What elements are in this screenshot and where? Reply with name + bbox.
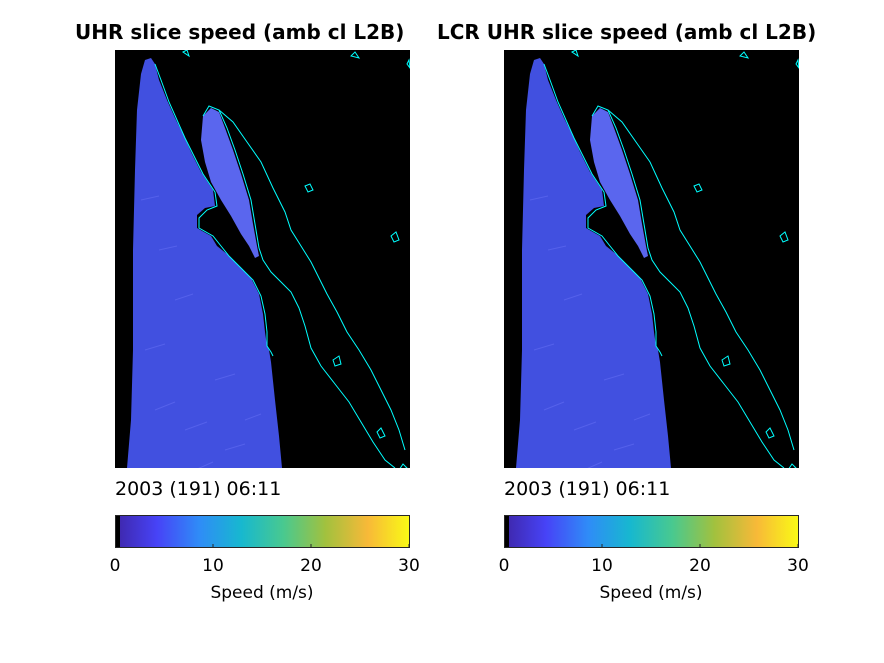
ocean-swath [127, 58, 282, 468]
speed-streak [244, 413, 262, 421]
colorbar-frame [115, 515, 410, 548]
colorbar-tick-label: 10 [202, 556, 224, 576]
speed-streak [174, 293, 194, 301]
speed-streak [529, 195, 549, 201]
speed-streak [547, 245, 567, 251]
speed-streak [633, 413, 651, 421]
speed-streak [533, 343, 555, 351]
speed-streak [184, 421, 208, 431]
coastline-island [693, 183, 703, 193]
coastline-island [182, 50, 190, 58]
colorbar-tick-label: 20 [300, 556, 322, 576]
swath-map-image [504, 50, 799, 468]
coastline-island [571, 50, 579, 58]
coastline [607, 109, 795, 451]
coastline-island [779, 231, 789, 243]
panel-title: UHR slice speed (amb cl L2B) [75, 20, 405, 44]
coastline-island [332, 355, 342, 367]
speed-streak [198, 461, 214, 468]
colorbar-zero-segment [504, 515, 509, 548]
panel-title: LCR UHR slice speed (amb cl L2B) [437, 20, 817, 44]
coastline-island [788, 463, 797, 468]
colorbar-tick-label: 20 [689, 556, 711, 576]
swath-map [504, 50, 799, 468]
speed-streak [587, 461, 603, 468]
gulf-swath [590, 108, 648, 258]
colorbar-fill [504, 515, 799, 548]
colorbar-tick-label: 30 [787, 556, 809, 576]
colorbar-tick-label: 10 [591, 556, 613, 576]
speed-streak [563, 293, 583, 301]
colorbar-tick-label: 0 [498, 556, 510, 576]
colorbar-label: Speed (m/s) [599, 583, 703, 603]
speed-streak [144, 343, 166, 351]
colorbar-frame [504, 515, 799, 548]
colorbar [504, 515, 799, 548]
colorbar-fill [115, 515, 410, 548]
speed-streak [224, 443, 246, 451]
coastline-island [390, 231, 400, 243]
speed-streak [573, 421, 597, 431]
swath-map-image [115, 50, 410, 468]
colorbar-tick-label: 30 [398, 556, 420, 576]
gulf-swath [201, 108, 259, 258]
speed-streak [158, 245, 178, 251]
coastline [591, 105, 785, 468]
coastline-island [739, 51, 750, 59]
timestamp: 2003 (191) 06:11 [115, 478, 282, 500]
coastline-island [795, 58, 799, 69]
coastline-island [350, 51, 361, 59]
colorbar-tick-label: 0 [109, 556, 121, 576]
speed-streak [140, 195, 160, 201]
coastline-island [406, 58, 410, 69]
coastline-island [376, 427, 386, 439]
ocean-swath [516, 58, 671, 468]
coastline-island [721, 355, 731, 367]
coastline [218, 109, 406, 451]
colorbar-zero-segment [115, 515, 120, 548]
speed-streak [154, 401, 176, 411]
speed-streak [543, 401, 565, 411]
coastline [202, 105, 396, 468]
colorbar-label: Speed (m/s) [210, 583, 314, 603]
coastline-island [304, 183, 314, 193]
speed-streak [613, 443, 635, 451]
coastline [154, 63, 274, 357]
timestamp: 2003 (191) 06:11 [504, 478, 671, 500]
speed-streak [214, 373, 236, 381]
coastline-island [765, 427, 775, 439]
coastline [543, 63, 663, 357]
swath-map [115, 50, 410, 468]
colorbar [115, 515, 410, 548]
coastline-island [399, 463, 408, 468]
speed-streak [603, 373, 625, 381]
